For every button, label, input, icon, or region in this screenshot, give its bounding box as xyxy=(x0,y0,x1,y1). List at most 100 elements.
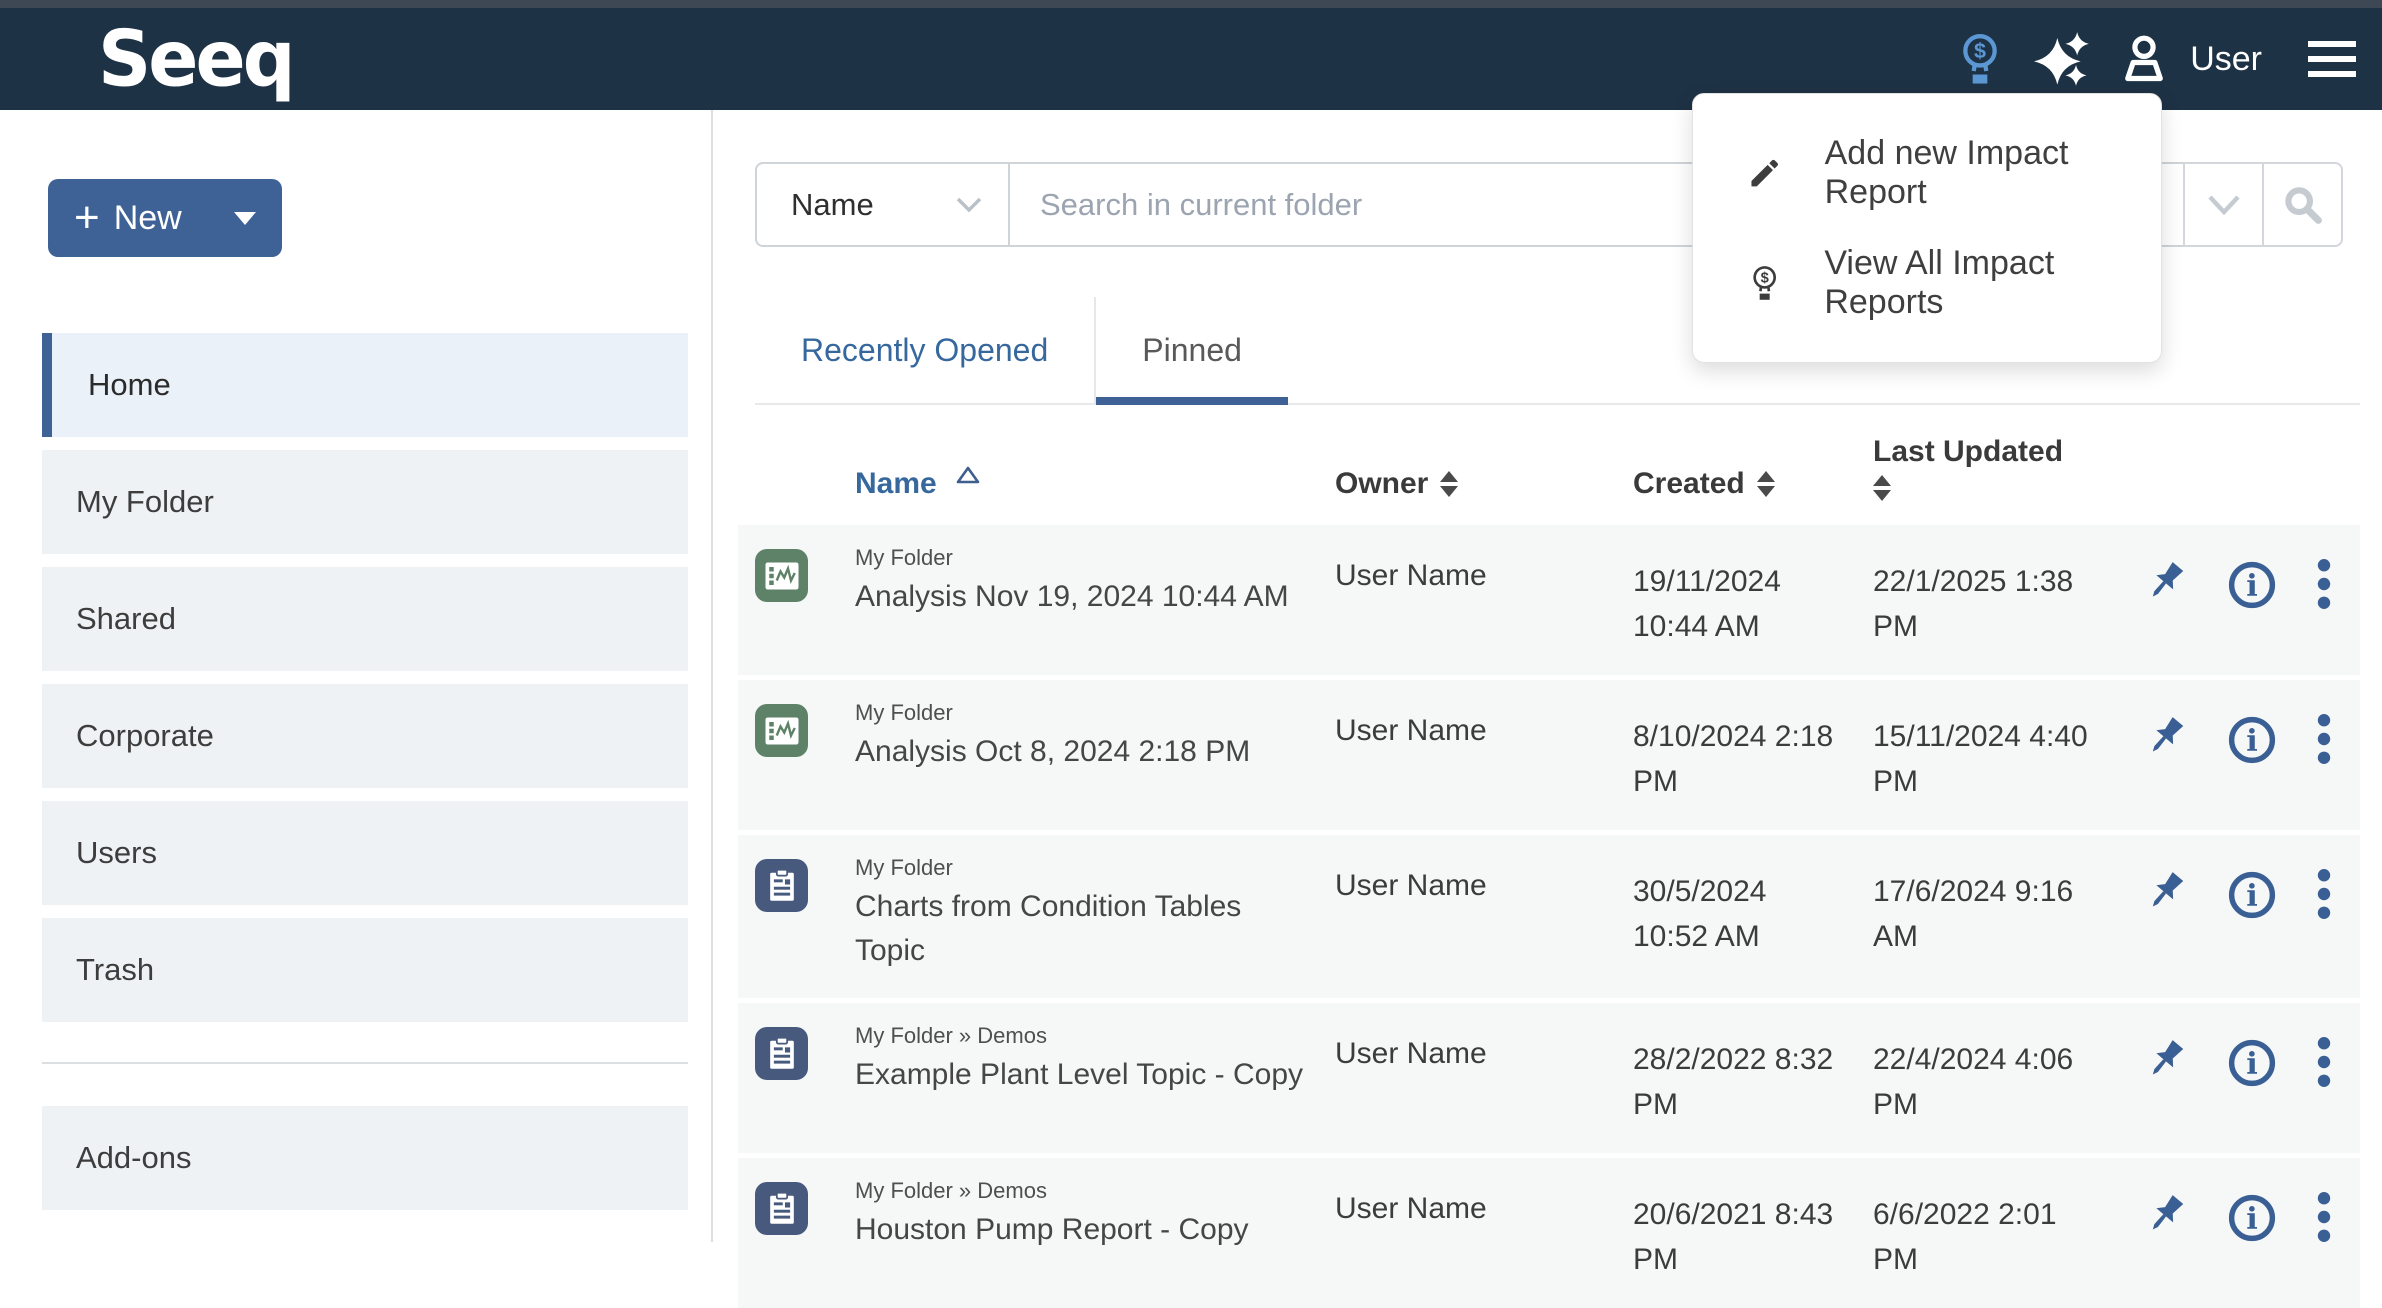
item-owner: User Name xyxy=(1335,1176,1633,1282)
sidebar-item-label: Trash xyxy=(76,952,154,988)
item-name-cell: My Folder Charts from Condition Tables T… xyxy=(855,853,1335,972)
ellipsis-menu-icon[interactable] xyxy=(2316,714,2332,764)
new-button[interactable]: + New xyxy=(48,179,282,257)
sidebar-item-my-folder[interactable]: My Folder xyxy=(42,450,688,554)
item-name-link[interactable]: Example Plant Level Topic - Copy xyxy=(855,1053,1305,1097)
item-actions: i xyxy=(2110,698,2360,804)
seeq-logo[interactable]: Seeq xyxy=(98,20,293,98)
column-header-name[interactable]: Name xyxy=(855,467,1335,501)
lightbulb-dollar-icon[interactable]: $ xyxy=(1954,31,2006,87)
item-name-link[interactable]: Analysis Nov 19, 2024 10:44 AM xyxy=(855,575,1305,619)
svg-text:i: i xyxy=(2246,1047,2258,1082)
ellipsis-menu-icon[interactable] xyxy=(2316,869,2332,919)
analysis-icon xyxy=(755,549,808,602)
sidebar-item-shared[interactable]: Shared xyxy=(42,567,688,671)
ellipsis-menu-icon[interactable] xyxy=(2316,1037,2332,1087)
column-header-last-updated[interactable]: Last Updated xyxy=(1873,435,2088,501)
item-actions: i xyxy=(2110,853,2360,972)
item-updated: 15/11/2024 4:40 PM xyxy=(1873,698,2110,804)
column-header-label: Last Updated xyxy=(1873,435,2063,469)
search-options-button[interactable] xyxy=(2183,162,2264,247)
info-icon[interactable]: i xyxy=(2226,559,2278,611)
impact-reports-menu: Add new Impact Report $ View All Impact … xyxy=(1692,93,2162,363)
svg-text:$: $ xyxy=(1761,270,1769,286)
topic-icon xyxy=(755,1182,808,1235)
item-updated: 22/1/2025 1:38 PM xyxy=(1873,543,2110,649)
sidebar-item-label: Corporate xyxy=(76,718,214,754)
tab-label: Recently Opened xyxy=(801,332,1048,369)
tab-pinned[interactable]: Pinned xyxy=(1096,297,1288,403)
column-header-label: Owner xyxy=(1335,467,1428,501)
sidebar-item-label: Home xyxy=(88,367,171,403)
item-name-cell: My Folder Analysis Oct 8, 2024 2:18 PM xyxy=(855,698,1335,804)
pin-icon[interactable] xyxy=(2142,1037,2188,1083)
menu-item-add-new-impact-report[interactable]: Add new Impact Report xyxy=(1693,118,2161,228)
item-created: 8/10/2024 2:18 PM xyxy=(1633,698,1873,804)
hamburger-icon[interactable] xyxy=(2308,38,2356,80)
pin-icon[interactable] xyxy=(2142,714,2188,760)
chevron-down-icon xyxy=(234,212,256,225)
item-created: 19/11/2024 10:44 AM xyxy=(1633,543,1873,649)
new-button-label: New xyxy=(114,199,182,238)
info-icon[interactable]: i xyxy=(2226,1037,2278,1089)
tab-label: Pinned xyxy=(1142,332,1242,369)
sidebar-item-add-ons[interactable]: Add-ons xyxy=(42,1106,688,1210)
item-name-link[interactable]: Charts from Condition Tables Topic xyxy=(855,885,1305,972)
sidebar-item-users[interactable]: Users xyxy=(42,801,688,905)
search-field-select[interactable]: Name xyxy=(755,162,1010,247)
info-icon[interactable]: i xyxy=(2226,869,2278,921)
item-updated: 17/6/2024 9:16 AM xyxy=(1873,853,2110,972)
table-row[interactable]: My Folder Analysis Oct 8, 2024 2:18 PM U… xyxy=(738,680,2360,830)
item-type-cell xyxy=(738,1021,855,1127)
user-menu-label[interactable]: User xyxy=(2190,40,2262,79)
item-created: 20/6/2021 8:43 PM xyxy=(1633,1176,1873,1282)
sort-icon xyxy=(1873,475,1891,501)
column-header-owner[interactable]: Owner xyxy=(1335,467,1633,501)
table-row[interactable]: My Folder » Demos Example Plant Level To… xyxy=(738,1003,2360,1153)
sidebar-item-corporate[interactable]: Corporate xyxy=(42,684,688,788)
menu-item-label: View All Impact Reports xyxy=(1824,244,2141,322)
info-icon[interactable]: i xyxy=(2226,714,2278,766)
item-actions: i xyxy=(2110,1021,2360,1127)
item-name-link[interactable]: Houston Pump Report - Copy xyxy=(855,1208,1305,1252)
sidebar-item-label: Shared xyxy=(76,601,176,637)
pin-icon[interactable] xyxy=(2142,1192,2188,1238)
topic-icon xyxy=(755,859,808,912)
item-actions: i xyxy=(2110,1176,2360,1282)
menu-item-view-all-impact-reports[interactable]: $ View All Impact Reports xyxy=(1693,228,2161,338)
search-submit-button[interactable] xyxy=(2262,162,2343,247)
pin-icon[interactable] xyxy=(2142,869,2188,915)
sidebar-item-trash[interactable]: Trash xyxy=(42,918,688,1022)
menu-item-label: Add new Impact Report xyxy=(1825,134,2141,212)
item-type-cell xyxy=(738,1176,855,1282)
search-field-value: Name xyxy=(791,187,874,223)
table-row[interactable]: My Folder Charts from Condition Tables T… xyxy=(738,835,2360,998)
user-icon[interactable] xyxy=(2118,33,2170,85)
sparkles-icon[interactable] xyxy=(2034,31,2090,87)
item-created: 30/5/2024 10:52 AM xyxy=(1633,853,1873,972)
pin-icon[interactable] xyxy=(2142,559,2188,605)
table-row[interactable]: My Folder » Demos Houston Pump Report - … xyxy=(738,1158,2360,1308)
search-icon xyxy=(2283,185,2323,225)
sidebar-item-label: Users xyxy=(76,835,157,871)
svg-text:$: $ xyxy=(1974,39,1986,63)
column-header-created[interactable]: Created xyxy=(1633,467,1873,501)
ellipsis-menu-icon[interactable] xyxy=(2316,1192,2332,1242)
sort-icon xyxy=(1757,471,1775,497)
item-name-link[interactable]: Analysis Oct 8, 2024 2:18 PM xyxy=(855,730,1305,774)
svg-text:i: i xyxy=(2246,569,2258,604)
info-icon[interactable]: i xyxy=(2226,1192,2278,1244)
table-row[interactable]: My Folder Analysis Nov 19, 2024 10:44 AM… xyxy=(738,525,2360,675)
pencil-icon xyxy=(1747,153,1783,193)
sidebar-item-label: My Folder xyxy=(76,484,214,520)
ellipsis-menu-icon[interactable] xyxy=(2316,559,2332,609)
item-breadcrumb: My Folder » Demos xyxy=(855,1178,1305,1204)
sidebar-item-home[interactable]: Home xyxy=(42,333,688,437)
item-updated: 6/6/2022 2:01 PM xyxy=(1873,1176,2110,1282)
item-breadcrumb: My Folder xyxy=(855,545,1305,571)
tab-recently-opened[interactable]: Recently Opened xyxy=(755,297,1096,403)
chevron-down-icon xyxy=(2207,194,2241,216)
svg-text:i: i xyxy=(2246,1202,2258,1237)
sidebar-divider xyxy=(42,1062,688,1064)
item-name-cell: My Folder » Demos Houston Pump Report - … xyxy=(855,1176,1335,1282)
